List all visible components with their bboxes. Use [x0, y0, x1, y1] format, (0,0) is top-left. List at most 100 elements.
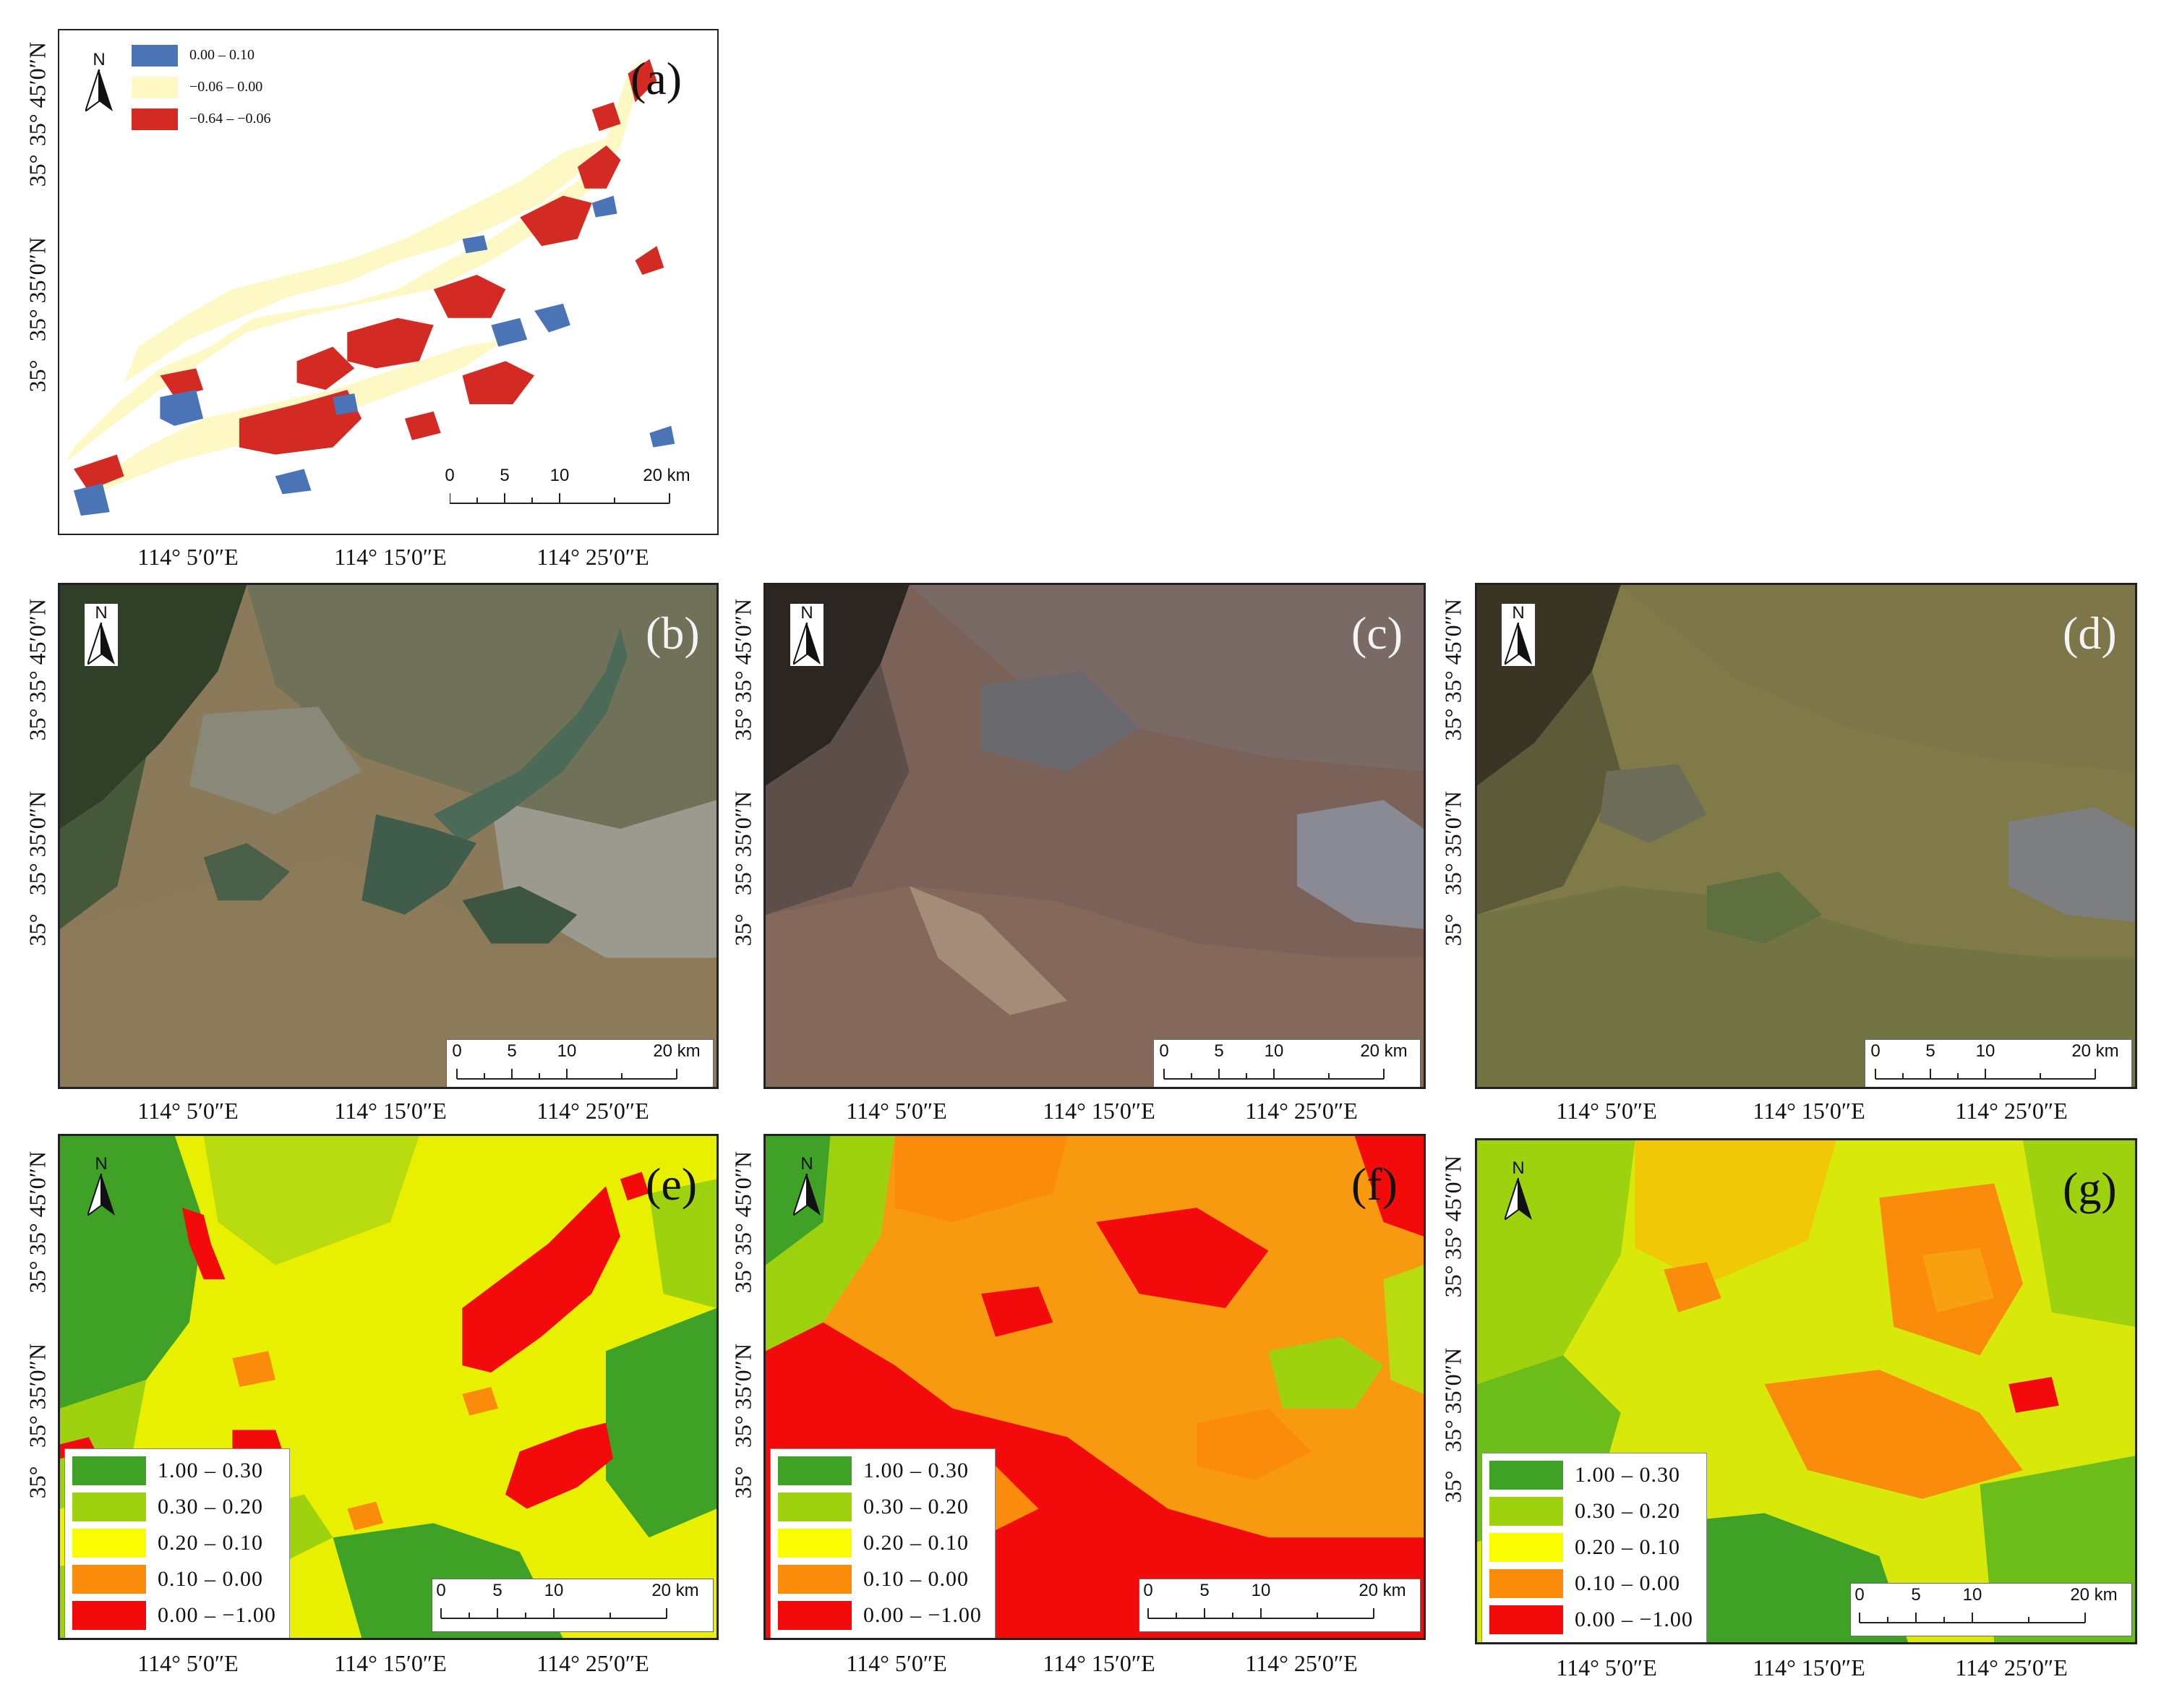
legend-swatch — [778, 1529, 852, 1558]
map-panel-a: N 0.00 – 0.10 −0.06 – 0.00 −0.64 – −0.06… — [58, 29, 719, 535]
north-arrow-icon — [793, 623, 821, 665]
x-axis-label: 114° 25′0″E — [536, 1650, 649, 1676]
legend-swatch — [778, 1601, 852, 1630]
scale-label: 10 — [1962, 1585, 1982, 1605]
x-axis-label: 114° 5′0″E — [846, 1098, 947, 1124]
north-label: N — [95, 1154, 108, 1174]
legend-label: 0.10 – 0.00 — [158, 1567, 263, 1591]
north-arrow: N — [82, 51, 116, 113]
north-arrow: N — [1502, 604, 1535, 666]
index-map-e — [60, 1136, 716, 1638]
x-axis-label: 114° 5′0″E — [1556, 1098, 1657, 1124]
scale-bar-graphic — [1875, 1069, 2096, 1080]
x-axis-label: 114° 5′0″E — [137, 1098, 239, 1124]
north-arrow: N — [790, 604, 823, 666]
panel-label-a: (a) — [630, 53, 683, 104]
x-axis-label: 114° 25′0″E — [1955, 1654, 2068, 1681]
north-label: N — [1512, 603, 1525, 623]
north-arrow: N — [1502, 1159, 1535, 1221]
scale-label: 0 — [445, 466, 455, 485]
map-panel-c: N (c) 0 5 10 20 km — [763, 583, 1426, 1089]
y-axis-label: 35° 35′0″N — [24, 236, 51, 342]
y-axis-label: 35° — [730, 708, 756, 741]
y-axis-label: 35° 45′0″N — [1439, 598, 1466, 704]
scale-label: 20 km — [1359, 1581, 1406, 1600]
y-axis-label: 35° 45′0″N — [1439, 1155, 1466, 1260]
panel-label-g: (g) — [2063, 1163, 2117, 1214]
y-axis-label: 35° 35′0″N — [730, 790, 756, 896]
scale-bar: 0 5 10 20 km — [1865, 1039, 2132, 1087]
legend-swatch — [778, 1493, 852, 1521]
y-axis-label: 35° 35′0″N — [24, 790, 51, 896]
scale-label: 20 km — [2070, 1585, 2118, 1605]
legend-swatch — [72, 1565, 146, 1594]
scale-bar: 0 5 10 20 km — [445, 464, 690, 518]
legend-label: 0.10 – 0.00 — [1575, 1571, 1680, 1595]
legend-label: 0.30 – 0.20 — [158, 1495, 263, 1519]
y-axis-label: 35° — [1439, 913, 1466, 947]
y-axis-label: 35° 45′0″N — [730, 598, 756, 704]
legend-label: 0.00 – −1.00 — [863, 1603, 982, 1627]
x-axis-label: 114° 15′0″E — [1043, 1650, 1155, 1676]
map-panel-b: N (b) 0 5 10 20 km — [58, 583, 719, 1089]
north-arrow: N — [85, 604, 118, 666]
index-legend: 1.00 – 0.30 0.30 – 0.20 0.20 – 0.10 0.10… — [770, 1448, 996, 1638]
scale-label: 10 — [1264, 1041, 1284, 1061]
y-axis-label: 35° — [1439, 1470, 1466, 1503]
legend-swatch — [778, 1456, 852, 1485]
north-arrow-icon — [1505, 623, 1532, 665]
x-axis-label: 114° 25′0″E — [1245, 1650, 1358, 1676]
legend-label: 0.00 – −1.00 — [158, 1603, 276, 1627]
north-arrow-icon — [793, 1174, 821, 1216]
north-arrow-icon — [87, 623, 115, 665]
legend-label: 1.00 – 0.30 — [863, 1459, 969, 1482]
legend-swatch — [132, 45, 178, 67]
y-axis-label: 35° — [24, 154, 51, 187]
index-map-g — [1477, 1140, 2135, 1642]
x-axis-label: 114° 25′0″E — [1245, 1098, 1358, 1124]
legend-swatch — [1489, 1497, 1563, 1526]
legend-label: 0.00 – 0.10 — [189, 47, 254, 63]
index-legend: 1.00 – 0.30 0.30 – 0.20 0.20 – 0.10 0.10… — [64, 1448, 290, 1638]
legend-swatch — [72, 1601, 146, 1630]
index-legend: 1.00 – 0.30 0.30 – 0.20 0.20 – 0.10 0.10… — [1481, 1453, 1707, 1642]
y-axis-label: 35° 35′0″N — [1439, 1347, 1466, 1453]
legend-swatch — [1489, 1605, 1563, 1634]
y-axis-label: 35° 45′0″N — [24, 1150, 51, 1256]
x-axis-label: 114° 15′0″E — [1753, 1654, 1865, 1681]
map-panel-d: N (d) 0 5 10 20 km — [1475, 583, 2137, 1089]
legend-label: 1.00 – 0.30 — [158, 1459, 263, 1482]
legend-swatch — [132, 77, 178, 98]
scale-label: 0 — [1143, 1581, 1153, 1600]
north-arrow-icon — [85, 69, 113, 111]
north-label: N — [93, 50, 106, 69]
x-axis-label: 114° 25′0″E — [1955, 1098, 2068, 1124]
scale-bar-graphic — [1859, 1613, 2086, 1623]
scale-label: 5 — [1199, 1581, 1210, 1600]
x-axis-label: 114° 5′0″E — [1556, 1654, 1657, 1681]
scale-bar-graphic — [456, 1069, 677, 1080]
y-axis-label: 35° 45′0″N — [24, 41, 51, 147]
north-label: N — [800, 1154, 813, 1174]
panel-label-f: (f) — [1351, 1158, 1398, 1210]
scale-label: 5 — [492, 1581, 502, 1600]
north-label: N — [800, 603, 813, 623]
scale-bar-graphic — [1147, 1608, 1374, 1619]
legend-swatch — [72, 1456, 146, 1485]
y-axis-label: 35° 35′0″N — [24, 1343, 51, 1448]
legend-swatch — [1489, 1461, 1563, 1490]
north-label: N — [95, 603, 108, 623]
scale-label: 0 — [1854, 1585, 1865, 1605]
legend-label: 0.10 – 0.00 — [863, 1567, 969, 1591]
legend-swatch — [1489, 1569, 1563, 1598]
legend-swatch — [72, 1493, 146, 1521]
scale-bar: 0 5 10 20 km — [1153, 1039, 1421, 1087]
legend-label: 1.00 – 0.30 — [1575, 1463, 1680, 1487]
legend-label: 0.30 – 0.20 — [1575, 1499, 1680, 1523]
x-axis-label: 114° 15′0″E — [334, 1098, 447, 1124]
scale-label: 20 km — [653, 1041, 701, 1061]
north-arrow: N — [85, 1155, 118, 1217]
panel-label-b: (b) — [646, 607, 700, 659]
x-axis-label: 114° 25′0″E — [536, 1098, 649, 1124]
panel-label-e: (e) — [646, 1158, 698, 1210]
